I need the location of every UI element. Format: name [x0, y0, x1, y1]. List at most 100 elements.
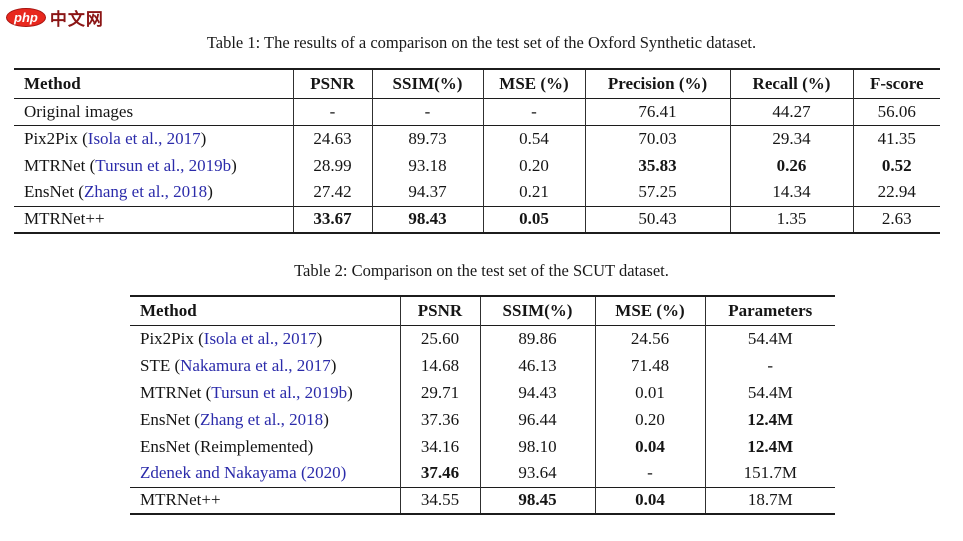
- column-header: Precision (%): [584, 69, 730, 98]
- table-row: EnsNet (Zhang et al., 2018) 37.36 96.44 0.2…: [130, 406, 835, 433]
- table-row: EnsNet (Reimplemented) 34.16 98.10 0.04 12.4…: [130, 433, 835, 460]
- table-row: EnsNet (Zhang et al., 2018) 27.42 94.37 0.2…: [14, 179, 940, 206]
- method-cell: STE (Nakamura et al., 2017): [130, 352, 400, 379]
- value-cell: 50.43: [584, 206, 730, 233]
- value-cell: 14.34: [729, 179, 853, 206]
- value-cell: 33.67: [292, 206, 372, 233]
- table-row: MTRNet (Tursun et al., 2019b) 29.71 94.43 0…: [130, 379, 835, 406]
- method-cell: Pix2Pix (Isola et al., 2017): [14, 125, 293, 152]
- method-name-suffix: ): [316, 328, 323, 348]
- value-cell: 0.54: [482, 125, 585, 152]
- value-cell: 22.94: [852, 179, 940, 206]
- value-cell: 24.63: [292, 125, 372, 152]
- method-name: Original images: [24, 101, 134, 121]
- table-row: MTRNet++ 33.67 98.43 0.05 50.43 1.35 2.63: [14, 206, 940, 233]
- column-header: Method: [140, 300, 197, 320]
- value-cell: 24.56: [594, 325, 705, 352]
- table1-body: Original images - - -76.41 44.27 56.06 Pix2Pix…: [14, 98, 940, 233]
- table1-header-row: Method PSNR SSIM(%) MSE (%) Precision (%) Rec…: [14, 69, 940, 98]
- table2-caption: Table 2: Comparison on the test set of t…: [294, 261, 669, 280]
- table-row: MTRNet (Tursun et al., 2019b) 28.99 93.18 0…: [14, 152, 940, 179]
- value-cell: 27.42: [292, 179, 372, 206]
- value-cell: 46.13: [479, 352, 595, 379]
- citation-link[interactable]: Nakamura et al., 2017: [180, 355, 331, 375]
- column-header: PSNR: [399, 296, 480, 325]
- column-header: F-score: [852, 69, 940, 98]
- value-cell: 0.20: [482, 152, 585, 179]
- value-cell: 70.03: [584, 125, 730, 152]
- method-cell: Pix2Pix (Isola et al., 2017): [130, 325, 400, 352]
- value-cell: 37.46: [399, 460, 480, 487]
- method-cell: MTRNet (Tursun et al., 2019b): [130, 379, 400, 406]
- citation-link[interactable]: Tursun et al., 2019b: [211, 382, 348, 402]
- column-header: MSE (%): [594, 296, 705, 325]
- value-cell: 37.36: [399, 406, 480, 433]
- citation-link[interactable]: Zdenek and Nakayama (2020): [140, 463, 347, 483]
- method-name: Pix2Pix (: [140, 328, 204, 348]
- value-cell: 89.86: [479, 325, 595, 352]
- method-name: Pix2Pix (: [24, 128, 88, 148]
- column-header: Recall (%): [729, 69, 853, 98]
- value-cell: 2.63: [852, 206, 940, 233]
- table-row: STE (Nakamura et al., 2017) 14.68 46.13 71.…: [130, 352, 835, 379]
- value-cell: 98.43: [371, 206, 483, 233]
- method-name: MTRNet (: [24, 155, 96, 175]
- method-cell: Zdenek and Nakayama (2020): [130, 460, 400, 487]
- table1-caption: Table 1: The results of a comparison on …: [206, 33, 757, 52]
- method-name: EnsNet (: [24, 182, 84, 202]
- method-cell: MTRNet++: [14, 206, 293, 233]
- method-name: MTRNet++: [140, 490, 221, 510]
- value-cell: 93.18: [371, 152, 483, 179]
- table2: Method PSNR SSIM(%) MSE (%) Parameters Pix2P…: [130, 295, 835, 515]
- value-cell: 94.43: [479, 379, 595, 406]
- method-cell: EnsNet (Zhang et al., 2018): [14, 179, 293, 206]
- value-cell: -: [482, 98, 585, 125]
- value-cell: 98.10: [479, 433, 595, 460]
- method-cell: MTRNet++: [130, 487, 400, 514]
- citation-link[interactable]: Zhang et al., 2018: [199, 409, 324, 429]
- table-row: Pix2Pix (Isola et al., 2017) 24.63 89.73 0.…: [14, 125, 940, 152]
- table1: Method PSNR SSIM(%) MSE (%) Precision (%) Rec…: [14, 68, 940, 234]
- value-cell: 71.48: [594, 352, 705, 379]
- value-cell: 0.26: [729, 152, 853, 179]
- method-name-suffix: ): [330, 355, 337, 375]
- value-cell: 0.04: [594, 487, 705, 514]
- method-name: MTRNet (: [140, 382, 212, 402]
- php-logo-icon: php: [6, 8, 46, 27]
- method-name-suffix: ): [207, 182, 213, 202]
- value-cell: 18.7M: [704, 487, 835, 514]
- citation-link[interactable]: Tursun et al., 2019b: [95, 155, 232, 175]
- column-header: SSIM(%): [371, 69, 483, 98]
- value-cell: 76.41: [584, 98, 730, 125]
- table-row: Original images - - -76.41 44.27 56.06: [14, 98, 940, 125]
- method-cell: EnsNet (Zhang et al., 2018): [130, 406, 400, 433]
- value-cell: 34.55: [399, 487, 480, 514]
- method-name: EnsNet (Reimplemented): [140, 436, 314, 456]
- citation-link[interactable]: Isola et al., 2017: [203, 328, 317, 348]
- value-cell: 14.68: [399, 352, 480, 379]
- table-row: Zdenek and Nakayama (2020) 37.46 93.64-151…: [130, 460, 835, 487]
- method-cell: Original images: [14, 98, 293, 125]
- value-cell: 25.60: [399, 325, 480, 352]
- value-cell: 54.4M: [704, 325, 835, 352]
- citation-link[interactable]: Isola et al., 2017: [87, 128, 201, 148]
- table-row: Pix2Pix (Isola et al., 2017) 25.60 89.86 24…: [130, 325, 835, 352]
- method-cell: EnsNet (Reimplemented): [130, 433, 400, 460]
- value-cell: 56.06: [852, 98, 940, 125]
- value-cell: 44.27: [729, 98, 853, 125]
- column-header: PSNR: [292, 69, 372, 98]
- method-name-suffix: ): [347, 382, 353, 402]
- table2-body: Pix2Pix (Isola et al., 2017) 25.60 89.86 24…: [130, 325, 835, 514]
- column-header: Parameters: [704, 296, 835, 325]
- method-name-suffix: ): [323, 409, 329, 429]
- value-cell: 96.44: [479, 406, 595, 433]
- logo-site-name: 中文网: [49, 10, 104, 29]
- citation-link[interactable]: Zhang et al., 2018: [83, 182, 208, 202]
- value-cell: 29.71: [399, 379, 480, 406]
- value-cell: 12.4M: [704, 406, 835, 433]
- site-logo: php 中文网: [6, 5, 104, 30]
- table2-header-row: Method PSNR SSIM(%) MSE (%) Parameters: [130, 296, 835, 325]
- value-cell: 28.99: [292, 152, 372, 179]
- value-cell: -: [292, 98, 372, 125]
- value-cell: 93.64: [479, 460, 595, 487]
